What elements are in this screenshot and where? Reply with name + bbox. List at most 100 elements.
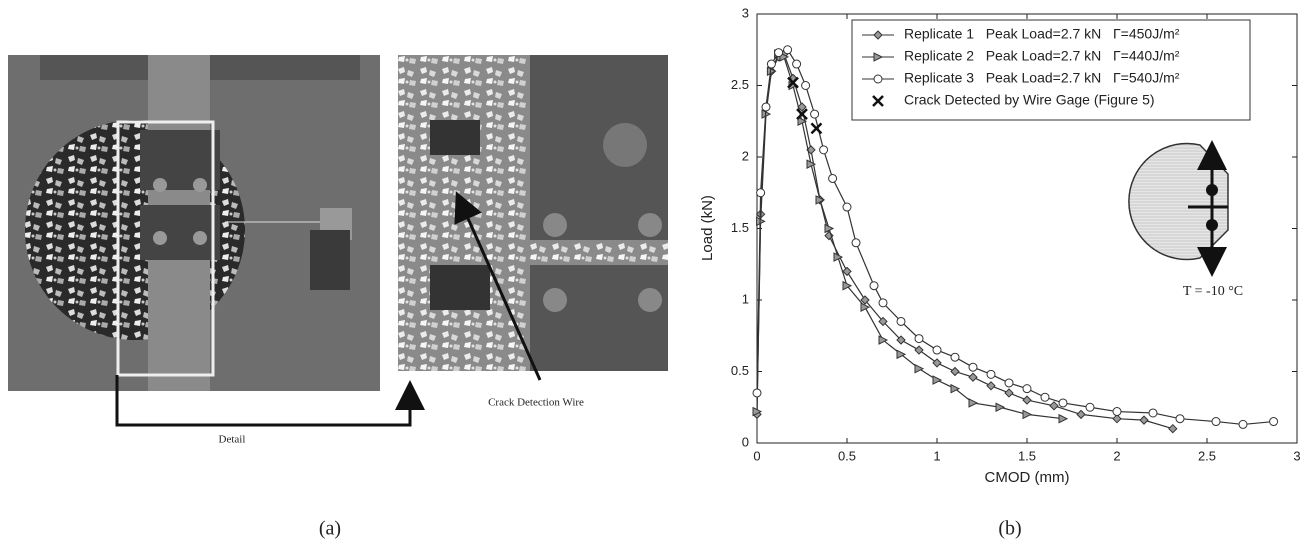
marker	[1004, 388, 1014, 398]
marker	[1112, 407, 1122, 417]
x-tick-label: 2	[1113, 448, 1120, 463]
marker	[878, 335, 889, 345]
marker	[783, 45, 793, 55]
legend-label: Replicate 1 Peak Load=2.7 kN Γ=450J/m²	[904, 26, 1180, 42]
marker	[1022, 409, 1033, 420]
marker	[1211, 417, 1221, 427]
marker	[932, 345, 942, 355]
y-tick-label: 1	[742, 291, 749, 306]
x-axis-label: CMOD (mm)	[985, 469, 1070, 486]
marker	[1049, 401, 1059, 411]
marker	[914, 334, 924, 344]
marker	[914, 345, 924, 355]
marker	[968, 372, 978, 382]
marker	[986, 381, 996, 391]
annotation: T = -10 °C	[1183, 284, 1243, 299]
marker	[842, 280, 853, 291]
y-tick-label: 2.5	[731, 77, 749, 92]
marker	[995, 402, 1006, 413]
marker	[774, 48, 784, 58]
marker	[810, 122, 823, 135]
panel-label: (a)	[319, 518, 341, 540]
y-tick-label: 3	[742, 5, 749, 20]
marker	[824, 223, 835, 234]
detail-arrow	[115, 375, 425, 427]
marker	[766, 59, 776, 69]
y-tick-label: 0	[742, 434, 749, 449]
marker	[950, 352, 960, 362]
marker	[1022, 395, 1032, 405]
legend-marker	[873, 30, 883, 40]
legend-marker	[873, 52, 884, 62]
marker	[766, 66, 777, 77]
marker	[950, 366, 960, 377]
marker	[932, 358, 942, 368]
photo-right	[398, 55, 668, 371]
x-tick-label: 1.5	[1018, 448, 1036, 463]
marker	[1139, 415, 1149, 425]
marker	[1238, 419, 1248, 429]
marker	[914, 363, 925, 374]
marker	[1004, 378, 1014, 388]
marker	[1175, 414, 1185, 424]
marker	[761, 102, 771, 112]
marker	[797, 116, 808, 127]
marker	[968, 362, 978, 372]
marker	[806, 159, 817, 169]
specimen-diagram	[1128, 140, 1229, 277]
photo-left	[8, 55, 380, 391]
marker	[815, 195, 826, 205]
marker	[1148, 408, 1158, 418]
marker	[842, 266, 852, 277]
marker	[1085, 402, 1095, 412]
marker	[932, 375, 943, 385]
marker	[860, 295, 870, 305]
x-tick-label: 1	[933, 448, 940, 463]
marker	[1168, 423, 1178, 434]
marker	[752, 406, 763, 417]
marker	[833, 252, 844, 262]
marker	[896, 349, 907, 360]
marker	[896, 335, 906, 345]
marker	[1040, 392, 1050, 402]
y-tick-label: 1.5	[731, 220, 749, 235]
legend-label: Replicate 2 Peak Load=2.7 kN Γ=440J/m²	[904, 48, 1180, 64]
legend-label: Crack Detected by Wire Gage (Figure 5)	[904, 92, 1155, 108]
x-tick-label: 0.5	[838, 448, 856, 463]
y-axis-label: Load (kN)	[699, 195, 716, 261]
marker	[896, 316, 906, 326]
legend-marker	[873, 74, 883, 84]
legend-box	[851, 19, 1251, 121]
marker	[1076, 409, 1086, 420]
legend-label: Replicate 3 Peak Load=2.7 kN Γ=540J/m²	[904, 70, 1180, 86]
x-tick-label: 3	[1293, 448, 1300, 463]
marker	[828, 173, 838, 183]
marker	[797, 102, 807, 112]
panel-label: (b)	[998, 518, 1021, 540]
marker	[752, 388, 762, 398]
marker	[860, 302, 871, 312]
marker	[792, 59, 802, 69]
marker	[968, 398, 979, 408]
marker	[851, 238, 861, 248]
marker	[950, 383, 961, 394]
marker	[756, 188, 766, 198]
marker	[1022, 384, 1032, 394]
marker	[986, 369, 996, 379]
marker	[810, 109, 820, 119]
detail-label: Detail	[219, 434, 246, 446]
marker	[842, 202, 852, 212]
marker	[869, 281, 879, 291]
marker	[801, 81, 811, 90]
y-tick-label: 0.5	[731, 363, 749, 378]
marker	[819, 145, 829, 155]
legend-marker	[872, 95, 884, 107]
wire-arrow	[454, 191, 542, 381]
marker	[1058, 413, 1069, 424]
marker	[878, 316, 888, 327]
x-tick-label: 0	[753, 448, 760, 463]
x-tick-label: 2.5	[1198, 448, 1216, 463]
y-tick-label: 2	[742, 148, 749, 163]
